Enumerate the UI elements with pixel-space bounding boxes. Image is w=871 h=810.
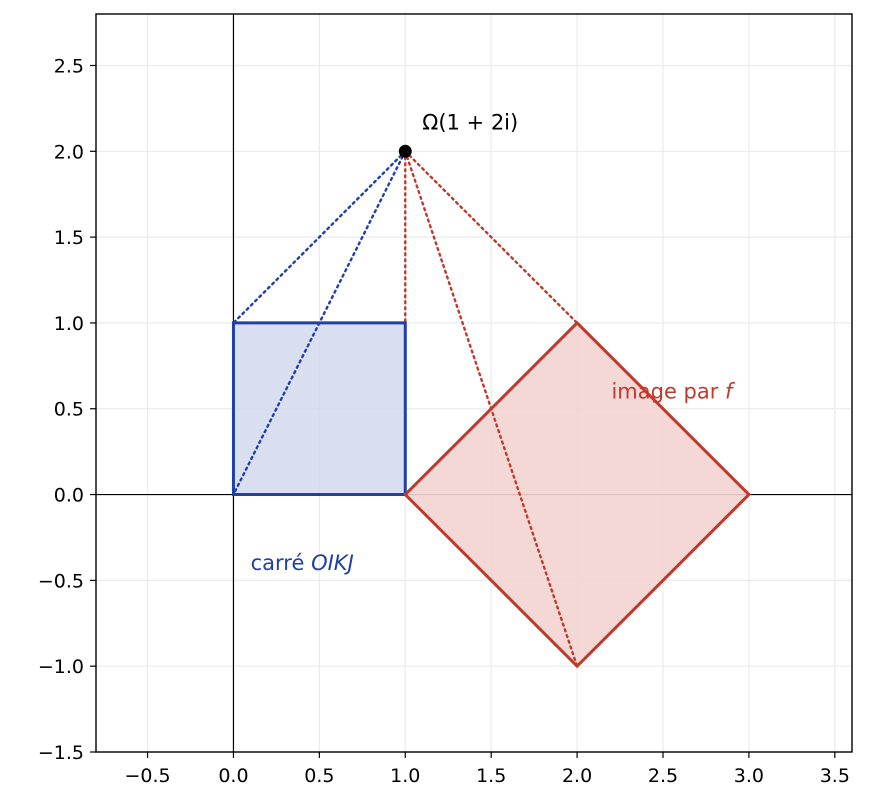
- dotted-line-image: [404, 150, 579, 325]
- image-outline: [403, 320, 752, 669]
- y-tick-label: 0.0: [54, 485, 84, 507]
- x-tick-label: −0.5: [124, 765, 170, 787]
- image-fill: [405, 322, 749, 667]
- y-tick-label: 1.0: [54, 313, 84, 335]
- x-tick-label: 2.5: [648, 765, 678, 787]
- plot-frame: [95, 13, 853, 753]
- annotations: Ω(1 + 2i) carré OIKJ image par f: [251, 110, 736, 575]
- y-tick-label: 0.5: [54, 399, 84, 421]
- y-tick-label: −0.5: [38, 570, 84, 592]
- x-tick-label: 1.0: [390, 765, 420, 787]
- x-tick-label: 3.0: [734, 765, 764, 787]
- center-point: [398, 144, 412, 158]
- y-tick-label: 1.5: [54, 227, 84, 249]
- center-point-label: Ω(1 + 2i): [422, 110, 518, 134]
- x-tick-label: 2.0: [562, 765, 592, 787]
- y-tick-label: 2.0: [54, 141, 84, 163]
- dotted-line-square: [232, 150, 407, 325]
- x-tick-label: 1.5: [476, 765, 506, 787]
- plot-border: [95, 13, 853, 753]
- image-label: image par f: [611, 380, 736, 404]
- x-tick-label: 3.5: [820, 765, 850, 787]
- x-tick-label: 0.0: [218, 765, 248, 787]
- y-tick-label: −1.5: [38, 742, 84, 764]
- y-tick-label: −1.0: [38, 656, 84, 678]
- square-fill: [233, 322, 406, 495]
- ticks: −0.5 0.0 0.5 1.0 1.5 2.0 2.5 3.0 3.5 −1.5 −1.0 −0.5…: [38, 55, 850, 787]
- square-label: carré OIKJ: [251, 551, 354, 575]
- square-outline: [231, 321, 407, 497]
- shapes: [231, 144, 752, 669]
- y-tick-label: 2.5: [54, 55, 84, 77]
- x-tick-label: 0.5: [304, 765, 334, 787]
